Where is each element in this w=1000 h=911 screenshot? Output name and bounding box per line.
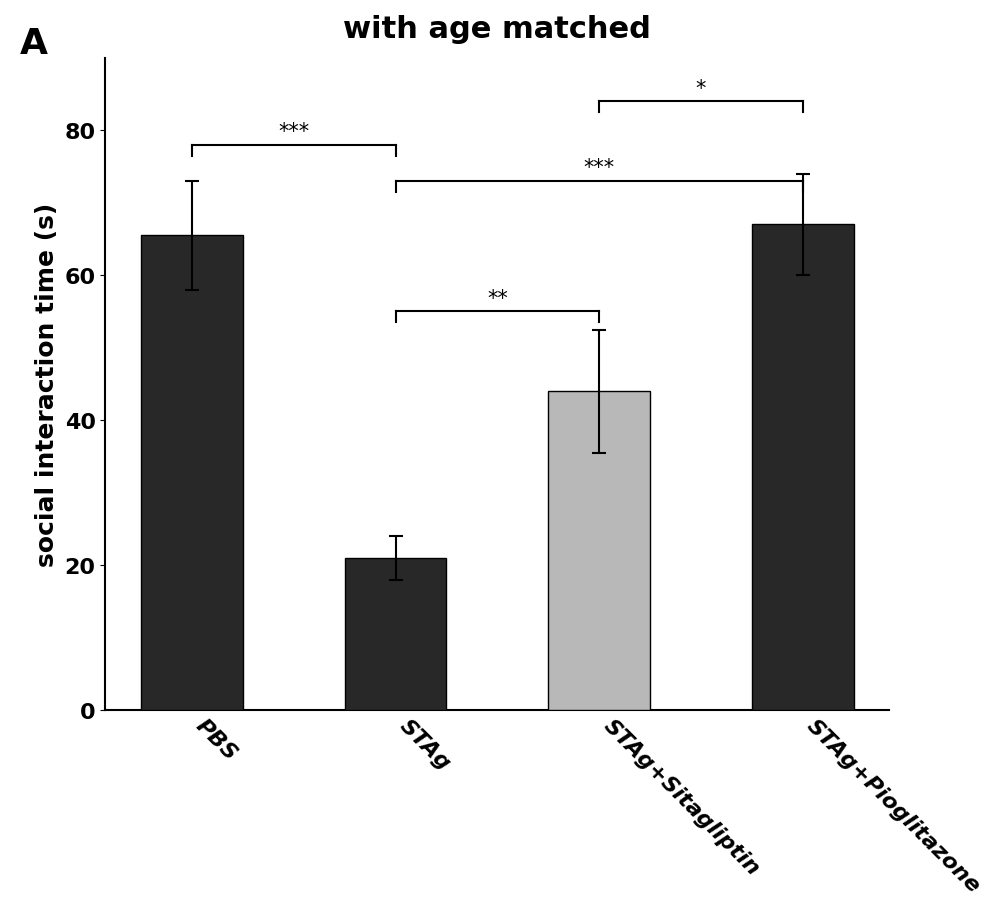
Text: A: A [20,27,48,61]
Text: **: ** [487,289,508,309]
Bar [141,236,243,711]
Bar [752,225,854,711]
Text: ***: *** [278,122,309,142]
Text: ***: *** [584,159,615,179]
Bar [345,558,446,711]
Text: *: * [696,78,706,98]
Bar [548,392,650,711]
Title: with age matched: with age matched [343,15,651,44]
Y-axis label: social interaction time (s): social interaction time (s) [35,202,59,567]
